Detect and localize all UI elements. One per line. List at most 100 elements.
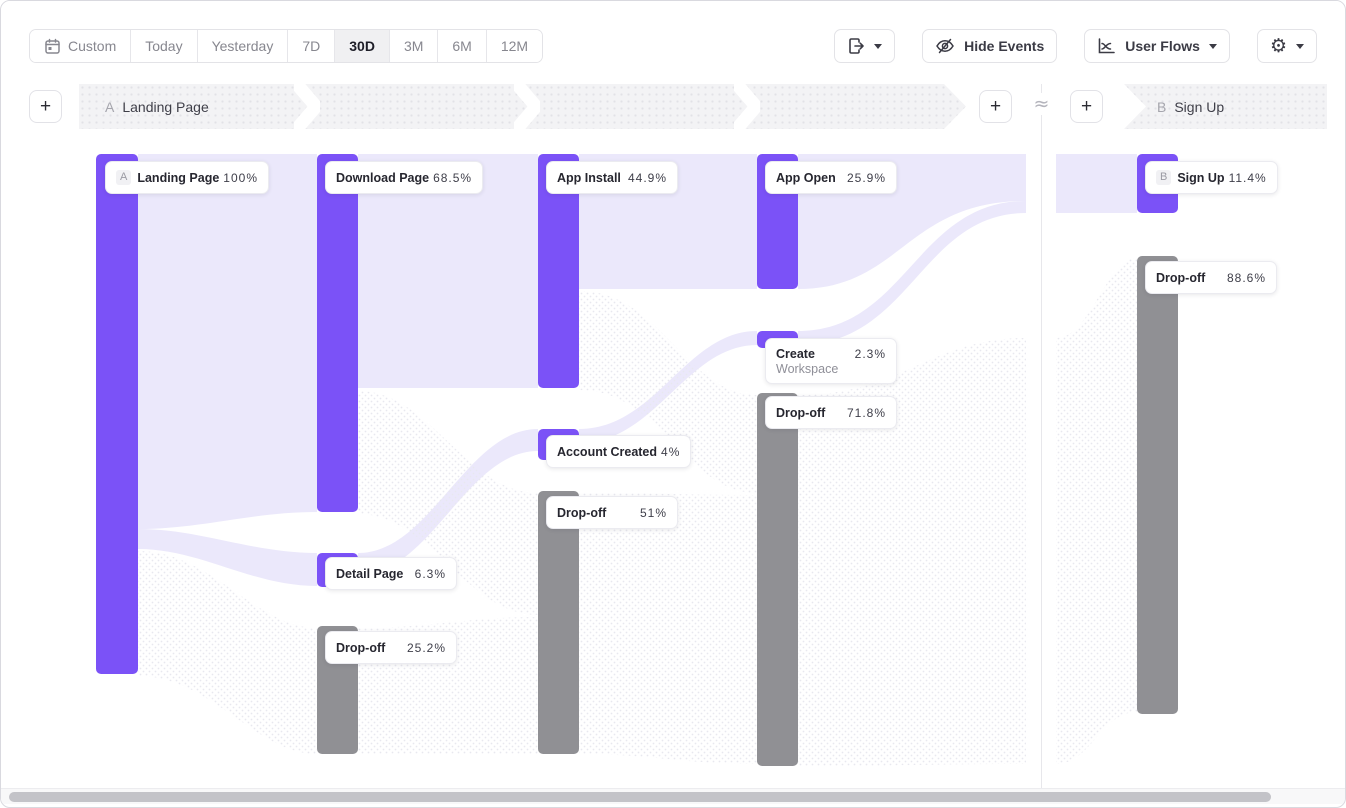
node-label-detail-page[interactable]: Detail Page 6.3% [325,557,457,590]
section-divider [1041,84,1042,788]
chevron-down-icon [1208,43,1217,49]
node-title: Detail Page [336,566,404,581]
horizontal-scrollbar-thumb[interactable] [9,792,1271,802]
date-range-6m[interactable]: 6M [438,30,487,62]
flow-download-page-to-dropoff-step3 [358,391,538,615]
step-banner-b[interactable]: B Sign Up [1124,84,1327,129]
node-title: Landing Page [137,170,220,185]
node-label-sign-up[interactable]: B Sign Up 11.4% [1145,161,1278,194]
step-letter-chip: A [116,169,132,186]
flow-chart-icon [1098,38,1116,54]
node-title: Download Page [336,170,430,185]
chevron-down-icon [1296,43,1304,49]
node-value: 4% [661,444,681,459]
date-range-3m[interactable]: 3M [389,30,439,62]
date-range-label: 6M [452,38,472,54]
node-value: 6.3% [414,566,446,581]
chevron-separator-icon [514,84,540,129]
node-title: Drop-off [1156,270,1206,285]
date-range-7d[interactable]: 7D [288,30,336,62]
gear-icon: ⚙ [1269,34,1287,57]
flow-dropoff-step4-to-section-a-end [798,338,1026,766]
chevron-separator-icon [294,84,320,129]
node-title-line2: Workspace [776,361,839,376]
date-range-selector: Custom Today Yesterday 7D 30D 3M 6M 12M [29,29,544,63]
step-b-title: Sign Up [1174,98,1225,115]
node-label-dropoff-signup[interactable]: Drop-off 88.6% [1145,261,1277,294]
eye-off-icon [936,38,954,54]
node-bar-dropoff-signup[interactable] [1137,256,1178,714]
toolbar-right-buttons: Hide Events User Flows ⚙ [834,29,1317,63]
date-range-30d[interactable]: 30D [335,30,390,62]
chevron-down-icon [874,43,883,49]
flow-landing-page-to-download-page[interactable] [138,154,317,529]
flow-dropoff-step3-to-dropoff-step4 [579,493,757,764]
node-bar-download-page[interactable] [317,154,358,512]
flow-landing-page-to-dropoff-step2 [138,551,317,754]
node-label-create-workspace[interactable]: Create 2.3% Workspace [765,338,897,384]
chevron-separator-icon [734,84,760,129]
date-range-label: Today [145,38,183,54]
flow-create-workspace-to-section-a-end[interactable] [798,201,1026,345]
date-range-label: Yesterday [211,38,274,54]
node-label-app-open[interactable]: App Open 25.9% [765,161,897,194]
step-letter-chip: B [1156,169,1172,186]
hide-events-label: Hide Events [964,38,1045,54]
settings-button[interactable]: ⚙ [1256,29,1317,63]
flow-download-page-to-app-install[interactable] [358,154,538,388]
node-label-app-install[interactable]: App Install 44.9% [546,161,678,194]
section-break-indicator: ≈ [1029,93,1054,115]
flow-app-install-to-dropoff-step4 [579,291,757,493]
node-title: Drop-off [776,405,826,420]
node-label-dropoff-step4[interactable]: Drop-off 71.8% [765,396,897,429]
node-title: Create [776,346,815,361]
node-value: 2.3% [854,346,886,361]
node-title: Drop-off [557,505,607,520]
add-step-button-start[interactable]: + [29,90,62,123]
flow-section-b-start-to-dropoff-signup [1056,258,1137,764]
view-selector-button[interactable]: User Flows [1084,29,1230,63]
date-range-label: 30D [349,38,375,54]
hide-events-button[interactable]: Hide Events [922,29,1058,63]
node-bar-dropoff-step4[interactable] [757,393,798,766]
step-b-prefix: B [1157,98,1167,115]
date-range-yesterday[interactable]: Yesterday [197,30,289,62]
node-title: Account Created [557,444,658,459]
date-range-label: 12M [500,38,529,54]
node-label-dropoff-step3[interactable]: Drop-off 51% [546,496,678,529]
node-value: 71.8% [846,405,886,420]
date-range-label: 3M [403,38,424,54]
export-icon [849,38,864,54]
date-range-custom[interactable]: Custom [30,30,132,62]
horizontal-scrollbar-track[interactable] [1,788,1345,804]
add-step-button-b[interactable]: + [1070,90,1103,123]
export-button[interactable] [834,29,896,63]
add-step-button-mid[interactable]: + [979,90,1012,123]
node-label-dropoff-step2[interactable]: Drop-off 25.2% [325,631,457,664]
node-title: App Install [557,170,621,185]
toolbar: Custom Today Yesterday 7D 30D 3M 6M 12M Hide Ev… [1,1,1345,79]
node-value: 44.9% [627,170,667,185]
date-range-12m[interactable]: 12M [486,30,543,62]
node-value: 51% [639,505,667,520]
calendar-icon [45,38,60,54]
node-value: 68.5% [433,170,473,185]
node-value: 11.4% [1228,170,1267,185]
step-a-prefix: A [105,98,115,115]
node-label-download-page[interactable]: Download Page 68.5% [325,161,484,194]
node-value: 100% [223,170,258,185]
node-title: App Open [776,170,836,185]
node-value: 88.6% [1226,270,1266,285]
flow-section-b-start-to-sign-up[interactable] [1056,154,1137,213]
flow-landing-page-to-detail-page[interactable] [138,529,317,586]
node-bar-dropoff-step3[interactable] [538,491,579,754]
view-selector-label: User Flows [1125,38,1200,54]
date-range-label: Custom [68,38,117,54]
date-range-today[interactable]: Today [131,30,198,62]
node-label-account-created[interactable]: Account Created 4% [546,435,692,468]
date-range-label: 7D [302,38,321,54]
node-title: Drop-off [336,640,386,655]
node-bar-landing-page[interactable] [96,154,138,674]
node-value: 25.2% [406,640,446,655]
node-label-landing-page[interactable]: A Landing Page 100% [105,161,269,194]
